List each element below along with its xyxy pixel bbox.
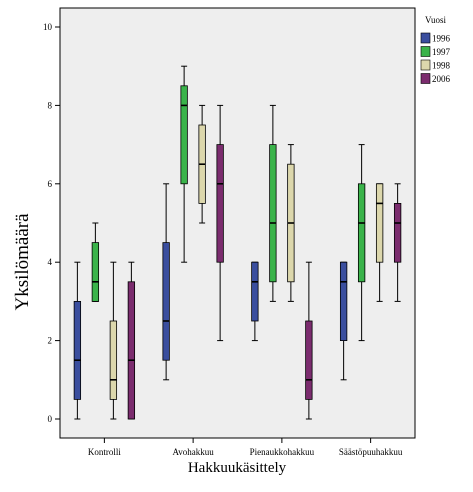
box-1996-Avohakkuu <box>162 183 170 381</box>
x-tick-label: Pienaukkohakkuu <box>250 447 315 457</box>
box-1998-Pienaukkohakkuu <box>287 144 295 302</box>
y-tick-label: 2 <box>48 336 53 346</box>
box-1997-Pienaukkohakkuu <box>269 104 277 302</box>
box-1996-Pienaukkohakkuu <box>251 261 259 342</box>
box-1997-Säästöpuuhakkuu <box>357 144 366 342</box>
plot-area <box>59 7 416 439</box>
x-tick-label: Avohakkuu <box>172 447 214 457</box>
legend-swatch-1998 <box>420 59 431 71</box>
legend-label-1996: 1996 <box>432 34 451 44</box>
legend-label-1997: 1997 <box>432 47 451 57</box>
legend-title: Vuosi <box>425 15 446 25</box>
box-iqr <box>109 320 118 400</box>
box-2006-Kontrolli <box>127 261 136 420</box>
box-iqr <box>216 144 224 263</box>
box-iqr <box>162 242 170 361</box>
legend-swatch-2006 <box>420 73 431 84</box>
legend-swatch-1996 <box>420 32 431 44</box>
legend-label-2006: 2006 <box>432 74 451 84</box>
y-axis: 0 2 4 6 8 10 <box>43 22 60 424</box>
y-tick-label: 0 <box>48 414 53 424</box>
box-2006-Avohakkuu <box>216 104 224 342</box>
legend: Vuosi 1996 1997 1998 2006 <box>420 15 451 84</box>
box-1998-Säästöpuuhakkuu <box>375 183 384 302</box>
x-tick-label: Kontrolli <box>88 447 121 457</box>
box-iqr <box>339 261 348 342</box>
y-tick-label: 4 <box>48 257 53 267</box>
box-2006-Pienaukkohakkuu <box>305 261 313 420</box>
box-iqr <box>73 300 82 400</box>
box-iqr <box>393 202 402 263</box>
box-2006-Säästöpuuhakkuu <box>393 183 402 302</box>
box-iqr <box>357 183 366 283</box>
box-iqr <box>127 281 136 420</box>
y-tick-label: 6 <box>48 179 53 189</box>
box-1998-Kontrolli <box>109 261 118 420</box>
legend-swatch-1997 <box>420 46 431 57</box>
box-iqr <box>269 144 277 283</box>
box-iqr <box>180 85 188 185</box>
y-axis-title: Yksilömäärä <box>12 213 33 311</box>
x-axis: Kontrolli Avohakkuu Pienaukkohakkuu Säästöp… <box>88 438 403 457</box>
x-tick-label: Säästöpuuhakkuu <box>339 447 403 457</box>
box-1997-Avohakkuu <box>180 65 188 263</box>
boxes <box>73 65 402 420</box>
legend-label-1998: 1998 <box>432 61 451 71</box>
box-1998-Avohakkuu <box>198 104 206 224</box>
box-iqr <box>91 242 100 302</box>
box-iqr <box>251 261 259 322</box>
y-tick-label: 8 <box>48 100 53 110</box>
box-1996-Säästöpuuhakkuu <box>339 261 348 381</box>
x-axis-title: Hakkuukäsittely <box>188 460 287 476</box>
y-tick-label: 10 <box>43 22 53 32</box>
box-1997-Kontrolli <box>91 222 100 302</box>
box-iqr <box>375 183 384 263</box>
box-iqr <box>305 320 313 400</box>
box-1996-Kontrolli <box>73 261 82 420</box>
